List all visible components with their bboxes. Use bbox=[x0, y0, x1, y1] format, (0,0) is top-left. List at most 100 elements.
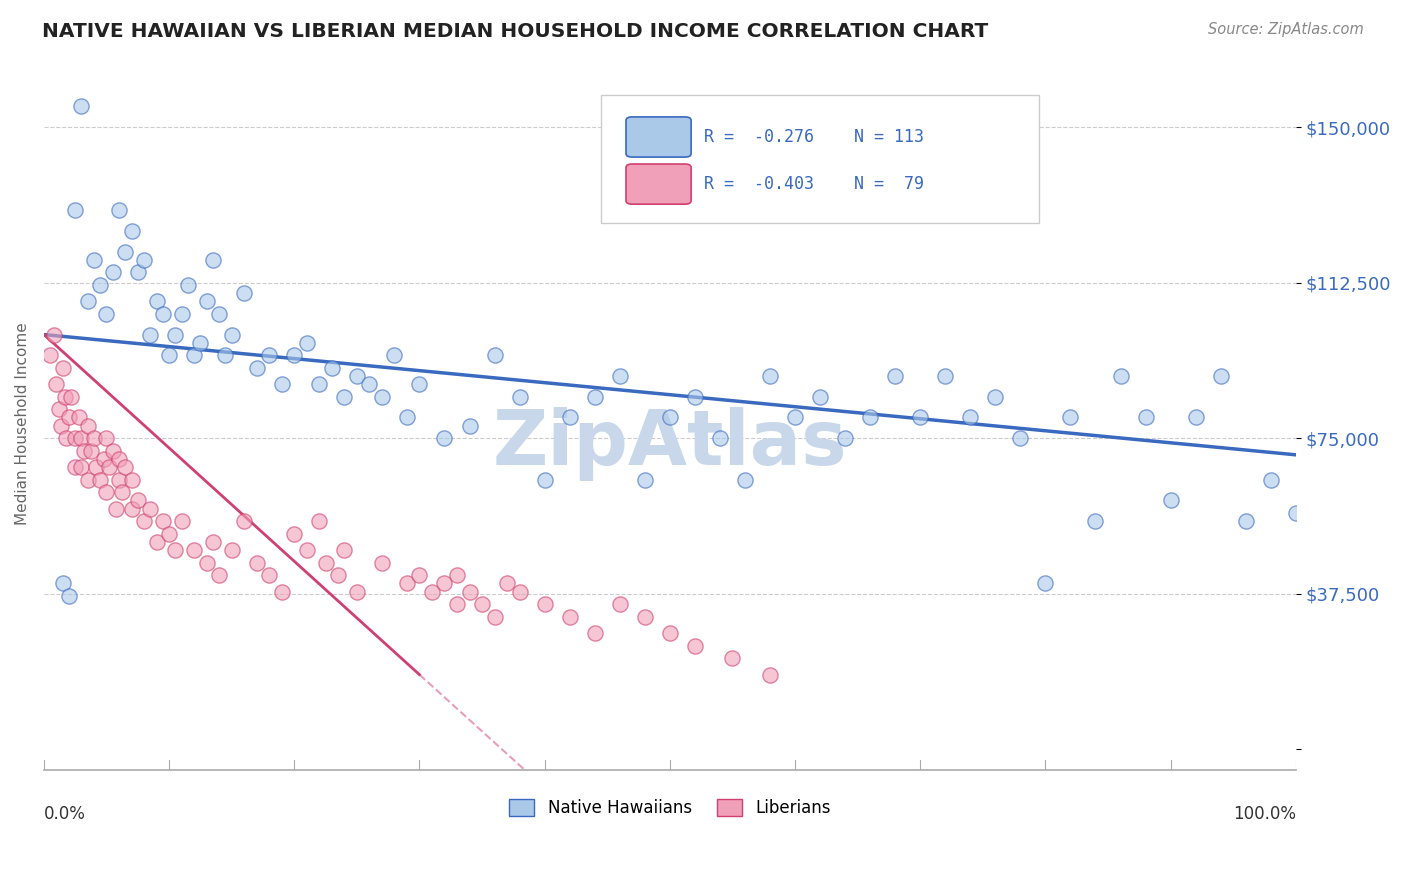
Point bbox=[127, 265, 149, 279]
Point bbox=[408, 568, 430, 582]
Point bbox=[384, 348, 406, 362]
Point bbox=[101, 443, 124, 458]
Point bbox=[58, 589, 80, 603]
Text: 0.0%: 0.0% bbox=[44, 805, 86, 822]
Point bbox=[683, 390, 706, 404]
Point bbox=[446, 568, 468, 582]
Legend: Native Hawaiians, Liberians: Native Hawaiians, Liberians bbox=[502, 792, 837, 824]
Point bbox=[371, 556, 394, 570]
Point bbox=[583, 626, 606, 640]
Point bbox=[433, 576, 456, 591]
Point bbox=[221, 543, 243, 558]
Point bbox=[395, 576, 418, 591]
Point bbox=[214, 348, 236, 362]
Point bbox=[45, 377, 67, 392]
Point bbox=[759, 369, 782, 384]
Point bbox=[98, 460, 121, 475]
Point bbox=[634, 609, 657, 624]
Point bbox=[1160, 493, 1182, 508]
Point bbox=[283, 348, 305, 362]
Point bbox=[1135, 410, 1157, 425]
Point bbox=[52, 360, 75, 375]
Point bbox=[127, 493, 149, 508]
Point bbox=[52, 576, 75, 591]
Point bbox=[177, 277, 200, 292]
Point bbox=[458, 584, 481, 599]
Point bbox=[157, 526, 180, 541]
Point bbox=[108, 203, 131, 218]
Point bbox=[558, 609, 581, 624]
Point bbox=[108, 452, 131, 467]
Point bbox=[89, 473, 111, 487]
Point bbox=[709, 431, 731, 445]
Text: Source: ZipAtlas.com: Source: ZipAtlas.com bbox=[1208, 22, 1364, 37]
Point bbox=[308, 514, 330, 528]
Point bbox=[139, 327, 162, 342]
Point bbox=[83, 431, 105, 445]
Point bbox=[257, 348, 280, 362]
Text: ZipAtlas: ZipAtlas bbox=[492, 408, 848, 482]
Point bbox=[58, 410, 80, 425]
Point bbox=[233, 514, 256, 528]
Point bbox=[884, 369, 907, 384]
Y-axis label: Median Household Income: Median Household Income bbox=[15, 322, 30, 525]
Point bbox=[658, 410, 681, 425]
Point bbox=[834, 431, 856, 445]
Point bbox=[395, 410, 418, 425]
Point bbox=[509, 584, 531, 599]
Point bbox=[471, 597, 494, 611]
Point bbox=[201, 252, 224, 267]
Point bbox=[145, 294, 167, 309]
Point bbox=[270, 377, 292, 392]
Point bbox=[170, 307, 193, 321]
Point bbox=[321, 360, 343, 375]
Point bbox=[233, 286, 256, 301]
Point bbox=[105, 501, 128, 516]
Point bbox=[201, 535, 224, 549]
Point bbox=[308, 377, 330, 392]
Point bbox=[114, 460, 136, 475]
Text: R =  -0.403    N =  79: R = -0.403 N = 79 bbox=[703, 175, 924, 193]
Point bbox=[183, 348, 205, 362]
Point bbox=[257, 568, 280, 582]
Point bbox=[63, 431, 86, 445]
Point bbox=[55, 431, 77, 445]
Point bbox=[246, 556, 269, 570]
Point bbox=[433, 431, 456, 445]
Text: NATIVE HAWAIIAN VS LIBERIAN MEDIAN HOUSEHOLD INCOME CORRELATION CHART: NATIVE HAWAIIAN VS LIBERIAN MEDIAN HOUSE… bbox=[42, 22, 988, 41]
Point bbox=[165, 327, 187, 342]
Point bbox=[152, 514, 174, 528]
Point bbox=[39, 348, 62, 362]
Point bbox=[96, 485, 118, 500]
Point bbox=[121, 224, 143, 238]
Point bbox=[121, 501, 143, 516]
Point bbox=[195, 556, 218, 570]
Point bbox=[93, 452, 115, 467]
Point bbox=[165, 543, 187, 558]
Point bbox=[326, 568, 349, 582]
Point bbox=[1184, 410, 1206, 425]
Point bbox=[1209, 369, 1232, 384]
Point bbox=[110, 485, 132, 500]
Point bbox=[270, 584, 292, 599]
Point bbox=[859, 410, 882, 425]
Point bbox=[208, 307, 231, 321]
Point bbox=[121, 473, 143, 487]
Point bbox=[195, 294, 218, 309]
Point bbox=[734, 473, 756, 487]
Point bbox=[76, 418, 98, 433]
Point bbox=[108, 473, 131, 487]
Point bbox=[959, 410, 981, 425]
Point bbox=[1035, 576, 1057, 591]
Point bbox=[1084, 514, 1107, 528]
Point bbox=[60, 390, 83, 404]
Point bbox=[70, 431, 93, 445]
FancyBboxPatch shape bbox=[626, 117, 692, 157]
Point bbox=[51, 418, 73, 433]
Point bbox=[86, 460, 108, 475]
Point bbox=[333, 390, 356, 404]
Point bbox=[496, 576, 519, 591]
Point bbox=[132, 252, 155, 267]
Point bbox=[759, 667, 782, 681]
Point bbox=[183, 543, 205, 558]
